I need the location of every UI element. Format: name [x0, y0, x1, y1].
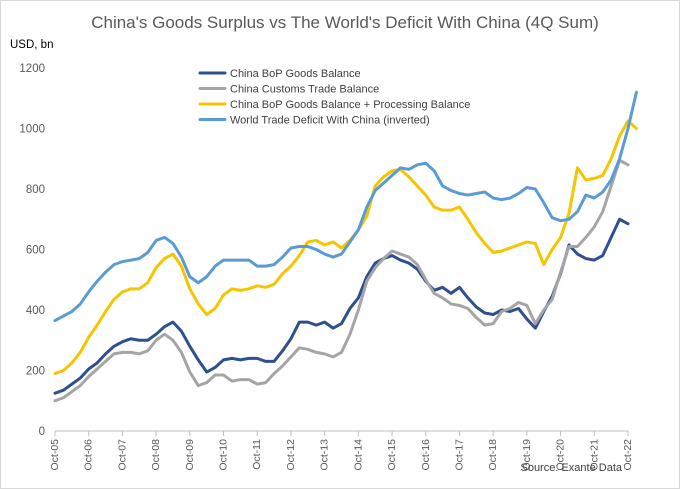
y-tick-label: 200: [26, 366, 45, 378]
legend-label: China BoP Goods Balance + Processing Bal…: [230, 99, 470, 111]
series-line-2: [53, 158, 630, 403]
plot-lines: [53, 90, 638, 403]
y-tick-label: 1000: [19, 124, 45, 136]
y-tick-label: 800: [26, 184, 45, 196]
x-tick-label: Oct-20: [555, 439, 567, 471]
x-tick-label: Oct-08: [150, 439, 162, 471]
x-tick-label: Oct-06: [83, 439, 95, 471]
y-tick-label: 600: [26, 245, 45, 257]
x-tick-label: Oct-18: [487, 439, 499, 471]
legend-label: World Trade Deficit With China (inverted…: [230, 115, 430, 127]
x-axis: Oct-05 Oct-06 Oct-07 Oct-08 Oct-09 Oct-10 Oct-…: [49, 430, 634, 471]
y-axis: 0 200 400 600 800 1000 1200: [19, 63, 45, 438]
y-axis-unit-label: USD, bn: [10, 39, 53, 51]
x-tick-label: Oct-19: [521, 439, 533, 471]
x-tick-label: Oct-22: [622, 439, 634, 471]
y-tick-label: 0: [39, 426, 45, 438]
x-tick-label: Oct-21: [588, 439, 600, 471]
x-tick-label: Oct-15: [386, 439, 398, 471]
chart-title: China's Goods Surplus vs The World's Def…: [91, 13, 599, 32]
x-tick-label: Oct-07: [116, 439, 128, 471]
source-note: Source: Exante Data: [520, 462, 622, 474]
legend-label: China BoP Goods Balance: [230, 68, 361, 80]
x-tick-label: Oct-13: [319, 439, 331, 471]
x-tick-label: Oct-10: [218, 439, 230, 471]
x-tick-label: Oct-14: [352, 439, 364, 471]
y-tick-label: 400: [26, 305, 45, 317]
series-line-3: [53, 119, 638, 376]
x-tick-label: Oct-11: [251, 439, 263, 470]
x-tick-label: Oct-16: [420, 439, 432, 471]
series-line-4: [53, 90, 638, 323]
legend: China BoP Goods Balance China Customs Tra…: [198, 68, 470, 127]
series-line-1: [53, 217, 630, 395]
x-tick-label: Oct-12: [285, 439, 297, 471]
x-tick-label: Oct-05: [49, 439, 61, 471]
x-tick-label: Oct-17: [453, 439, 465, 471]
y-tick-label: 1200: [19, 63, 45, 75]
legend-label: China Customs Trade Balance: [230, 84, 379, 96]
x-tick-label: Oct-09: [184, 439, 196, 471]
